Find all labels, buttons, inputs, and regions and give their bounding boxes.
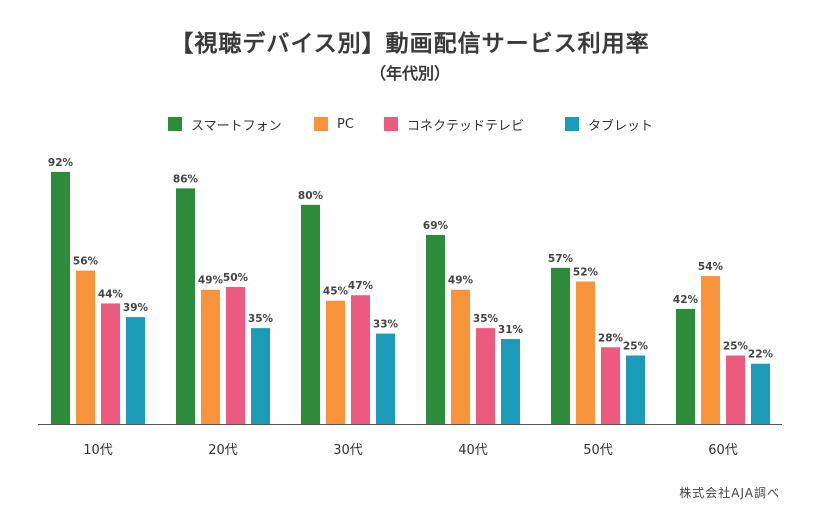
bar-smartphone-6: [676, 308, 695, 424]
data-label-tablet-4: 31%: [498, 324, 524, 336]
bar-group-4: 69% 49% 35%31% 40代: [423, 220, 524, 458]
bar-tablet-6: [751, 363, 770, 424]
bar-tablet-1: [126, 317, 145, 424]
data-label-pc-5: 52%: [573, 267, 599, 279]
bar-connected-tv-6: [726, 355, 745, 424]
data-label-pc-1: 56%: [73, 256, 99, 268]
data-label-smartphone-6: 42%: [673, 294, 699, 306]
legend-swatch-tablet: [565, 117, 579, 131]
data-label-connected-tv-2: 50%: [223, 272, 249, 284]
legend-label-pc: PC: [337, 116, 354, 132]
data-label-smartphone-2: 86%: [173, 173, 199, 185]
data-label-connected-tv-3: 47%: [348, 280, 374, 292]
legend-item-smartphone: スマートフォン: [168, 114, 282, 134]
data-label-connected-tv-5: 28%: [598, 332, 624, 344]
data-label-connected-tv-6: 25%: [723, 341, 749, 353]
legend-label-tablet: タブレット: [588, 118, 654, 134]
data-label-pc-4: 49%: [448, 275, 474, 287]
data-label-connected-tv-4: 35%: [473, 313, 499, 325]
data-label-tablet-1: 39%: [123, 302, 149, 314]
bar-smartphone-2: [176, 188, 195, 424]
bar-smartphone-1: [51, 171, 70, 424]
x-tick-label-3: 30代: [333, 443, 363, 458]
legend-label-smartphone: スマートフォン: [191, 118, 282, 134]
bar-connected-tv-3: [351, 295, 370, 424]
legend-swatch-smartphone: [168, 117, 182, 131]
data-label-tablet-3: 33%: [373, 319, 399, 331]
bar-group-3: 80% 45% 47% 33% 30代: [298, 190, 399, 458]
legend-item-pc: PC: [314, 114, 354, 134]
bar-pc-6: [701, 276, 720, 424]
bar-pc-1: [76, 270, 95, 424]
x-tick-label-4: 40代: [458, 443, 488, 458]
chart-subtitle: （年代別）: [369, 64, 450, 83]
data-label-smartphone-5: 57%: [548, 253, 574, 265]
source-note: 株式会社AJA調べ: [679, 486, 780, 500]
x-tick-label-1: 10代: [83, 443, 113, 458]
bar-smartphone-3: [301, 204, 320, 424]
bar-tablet-5: [626, 355, 645, 424]
bar-pc-3: [326, 300, 345, 424]
bar-group-6: 42% 54% 25%22% 60代: [673, 261, 774, 458]
bar-tablet-4: [501, 339, 520, 424]
legend-swatch-pc: [314, 117, 328, 131]
bar-connected-tv-4: [476, 328, 495, 424]
x-tick-label-5: 50代: [583, 443, 613, 458]
data-label-tablet-5: 25%: [623, 341, 649, 353]
data-label-connected-tv-1: 44%: [98, 288, 124, 300]
bar-group-5: 57% 52% 28%25% 50代: [548, 253, 649, 458]
bar-group-1: 92% 56% 44% 39% 10代: [48, 157, 149, 458]
x-tick-label-2: 20代: [208, 443, 238, 458]
bar-pc-4: [451, 289, 470, 424]
bar-smartphone-4: [426, 234, 445, 424]
chart-title: 【視聴デバイス別】動画配信サービス利用率: [170, 31, 650, 57]
data-label-tablet-2: 35%: [248, 313, 274, 325]
bar-connected-tv-1: [101, 303, 120, 424]
legend-item-connected-tv: コネクテッドテレビ: [384, 114, 524, 134]
bar-tablet-2: [251, 328, 270, 424]
bar-tablet-3: [376, 333, 395, 424]
legend-swatch-connected-tv: [384, 117, 398, 131]
legend: スマートフォン PC コネクテッドテレビ タブレット: [0, 114, 820, 134]
bar-connected-tv-2: [226, 287, 245, 424]
legend-item-tablet: タブレット: [565, 114, 653, 134]
bar-smartphone-5: [551, 267, 570, 424]
bar-connected-tv-5: [601, 347, 620, 424]
data-label-pc-2: 49%: [198, 275, 224, 287]
bar-pc-5: [576, 281, 595, 424]
data-label-pc-6: 54%: [698, 261, 724, 273]
data-label-smartphone-4: 69%: [423, 220, 449, 232]
data-label-pc-3: 45%: [323, 286, 349, 298]
data-label-smartphone-3: 80%: [298, 190, 324, 202]
x-tick-label-6: 60代: [708, 443, 738, 458]
legend-label-connected-tv: コネクテッドテレビ: [407, 118, 525, 134]
bar-group-2: 86% 49% 50% 35% 20代: [173, 173, 274, 458]
bar-pc-2: [201, 289, 220, 424]
data-label-smartphone-1: 92%: [48, 157, 74, 169]
data-label-tablet-6: 22%: [748, 349, 774, 361]
